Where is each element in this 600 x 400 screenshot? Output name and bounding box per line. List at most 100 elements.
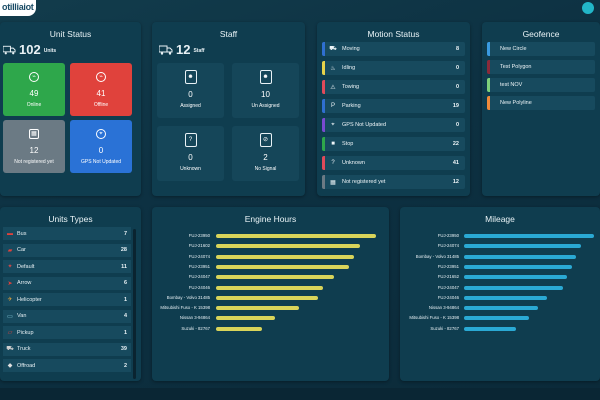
- unknown-staff-tile[interactable]: ? 0 Unknown: [157, 126, 224, 181]
- gps-not-updated-value: 0: [98, 146, 104, 155]
- motion-count: 8: [455, 46, 459, 52]
- bar-label: Suzuki - 82767: [181, 325, 210, 331]
- motion-row-gps-not-updated[interactable]: ⌖ GPS Not Updated 0: [322, 118, 465, 132]
- status-color-swatch: [322, 156, 325, 170]
- motion-row-not-registered-yet[interactable]: ▦ Not registered yet 12: [322, 175, 465, 189]
- geofence-color-swatch: [487, 42, 490, 56]
- bar: [216, 326, 263, 331]
- status-color-swatch: [322, 118, 325, 132]
- engine-hours-title: Engine Hours: [244, 214, 297, 224]
- motion-row-towing[interactable]: ⚠ Towing 0: [322, 80, 465, 94]
- no-signal-tile[interactable]: ⊘ 2 No Signal: [232, 126, 299, 181]
- bar-label: FUJ-24074: [437, 243, 459, 249]
- unit-type-row-helicopter[interactable]: ✈ Helicopter 1: [3, 293, 131, 306]
- bar: [216, 244, 360, 249]
- unit-type-label: Helicopter: [17, 296, 42, 303]
- van-icon: ▭: [7, 313, 13, 320]
- bar-label: FUJ-23950: [188, 233, 210, 238]
- motion-label: Towing: [342, 84, 360, 90]
- arrow-icon: ➤: [7, 280, 13, 287]
- motion-row-moving[interactable]: ⛟ Moving 8: [322, 42, 465, 56]
- staff-title: Staff: [219, 29, 238, 39]
- geofence-label: test NOV: [500, 82, 523, 88]
- signal-icon: ⌁: [29, 72, 39, 82]
- motion-count: 0: [455, 122, 459, 128]
- bar: [216, 234, 376, 238]
- bar-label: Mitsubishi Fuso - K 15398: [409, 315, 459, 321]
- tow-icon: ⚠: [330, 84, 336, 91]
- motion-row-parking[interactable]: P Parking 19: [322, 99, 465, 113]
- unit-total-label: Units: [43, 48, 57, 54]
- online-label: Online: [26, 102, 42, 108]
- status-color-swatch: [322, 137, 325, 151]
- status-color-swatch: [322, 80, 325, 94]
- unassigned-tile[interactable]: ☻ 10 Un Assigned: [232, 63, 299, 118]
- geofence-row-new-circle[interactable]: New Circle: [487, 42, 595, 56]
- offline-tile[interactable]: ⌁ 41 Offline: [70, 63, 132, 116]
- device-icon: ▦: [330, 179, 336, 186]
- engine-hours-card: Engine Hours FUJ-23950 FUJ-21602 FUJ-24074…: [152, 207, 389, 381]
- motion-count: 41: [452, 160, 459, 166]
- not-registered-value: 12: [29, 146, 39, 155]
- motion-row-stop[interactable]: ■ Stop 22: [322, 137, 465, 151]
- default-icon: ✦: [7, 264, 13, 270]
- unit-type-row-arrow[interactable]: ➤ Arrow 6: [3, 276, 131, 290]
- unit-type-row-pickup[interactable]: ▱ Pickup 1: [3, 326, 131, 339]
- staff-total: 12 Staff: [159, 42, 205, 57]
- motion-label: Idling: [342, 65, 356, 71]
- staff-card: Staff 12 Staff ☻ 0 Assigned ☻ 10 Un Assi…: [152, 22, 305, 196]
- unit-type-count: 7: [123, 230, 127, 237]
- motion-label: Moving: [342, 46, 360, 52]
- unassigned-label: Un Assigned: [251, 103, 280, 109]
- unit-type-row-offroad[interactable]: ◆ Offroad 2: [3, 359, 131, 372]
- assigned-tile[interactable]: ☻ 0 Assigned: [157, 63, 224, 118]
- bar: [216, 316, 276, 321]
- unknown-staff-value: 0: [188, 153, 193, 162]
- online-tile[interactable]: ⌁ 49 Online: [3, 63, 65, 116]
- geofence-color-swatch: [487, 96, 490, 110]
- unit-type-row-bus[interactable]: ▬ Bus 7: [3, 227, 131, 240]
- truck-icon: ⛟: [329, 46, 337, 52]
- motion-label: Parking: [342, 103, 361, 109]
- motion-status-title: Motion Status: [367, 29, 420, 39]
- geofence-row-test-polygon[interactable]: Test Polygon: [487, 60, 595, 74]
- unit-total-value: 102: [19, 42, 41, 57]
- offline-value: 41: [96, 89, 106, 98]
- user-avatar[interactable]: [582, 2, 594, 14]
- motion-count: 19: [452, 103, 459, 109]
- motion-count: 0: [455, 65, 459, 71]
- bar-label: FUJ-21652: [437, 274, 459, 280]
- motion-row-unknown[interactable]: ? Unknown 41: [322, 156, 465, 170]
- not-registered-tile[interactable]: ▦ 12 Not registered yet: [3, 120, 65, 173]
- gps-not-updated-tile[interactable]: ⌖ 0 GPS Not Updated: [70, 120, 132, 173]
- unit-type-count: 2: [123, 362, 127, 369]
- parking-icon: P: [330, 103, 335, 109]
- no-signal-value: 2: [263, 153, 268, 162]
- bottom-strip: [0, 388, 600, 400]
- bar: [216, 285, 324, 290]
- unit-type-label: Offroad: [17, 362, 36, 369]
- geofence-row-test-nov[interactable]: test NOV: [487, 78, 595, 92]
- bar-label: FUJ-24047: [188, 274, 210, 280]
- unit-types-scrollbar[interactable]: [133, 229, 136, 379]
- bar-label: Nissan 3-94864: [428, 305, 459, 311]
- unit-type-count: 28: [120, 247, 127, 253]
- motion-row-idling[interactable]: ♨ Idling 0: [322, 61, 465, 75]
- bar-label: Mitsubishi Fuso - K 15398: [160, 305, 210, 311]
- unit-type-row-car[interactable]: ▰ Car 28: [3, 243, 131, 257]
- geofence-row-new-polyline[interactable]: New Polyline: [487, 96, 595, 110]
- gps-icon: ⌖: [331, 121, 335, 128]
- unit-type-row-default[interactable]: ✦ Default 11: [3, 260, 131, 273]
- brand-logo[interactable]: otilliaiot: [0, 0, 36, 16]
- geofence-title: Geofence: [522, 29, 560, 39]
- truck-icon: [3, 45, 16, 54]
- bar-label: FUJ-24074: [188, 253, 210, 259]
- motion-count: 22: [452, 141, 459, 147]
- idle-icon: ♨: [330, 65, 336, 72]
- no-signal-badge-icon: ⊘: [259, 133, 272, 147]
- unit-type-row-van[interactable]: ▭ Van 4: [3, 309, 131, 323]
- unit-type-row-truck[interactable]: ⛟ Truck 39: [3, 342, 131, 356]
- bar: [216, 264, 349, 269]
- unknown-icon: ?: [331, 160, 335, 166]
- bar: [464, 326, 516, 331]
